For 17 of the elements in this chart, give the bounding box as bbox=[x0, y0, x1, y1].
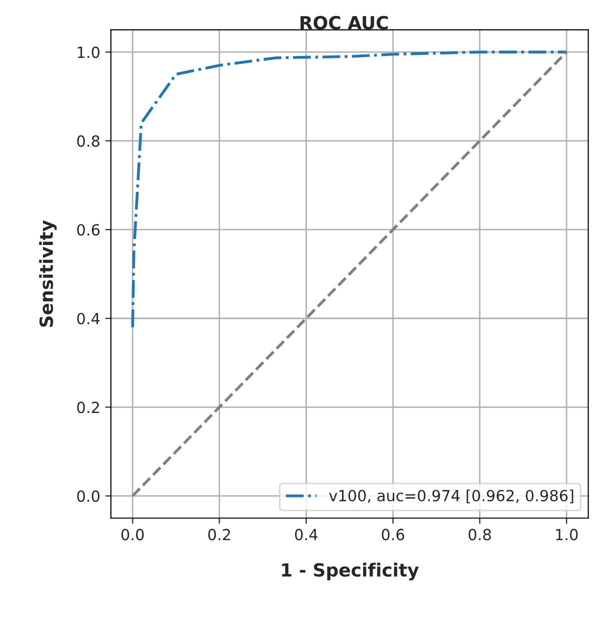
x-tick-label: 0.4 bbox=[295, 528, 318, 540]
y-tick-label: 0.4 bbox=[77, 312, 100, 324]
y-tick-label: 0.8 bbox=[77, 135, 100, 147]
x-tick-label: 0.2 bbox=[208, 528, 230, 540]
y-axis-title: Sensitivity bbox=[39, 220, 57, 327]
x-tick-label: 0.8 bbox=[468, 528, 491, 540]
chart-title: ROC AUC bbox=[300, 16, 388, 30]
y-tick-label: 1.0 bbox=[78, 46, 100, 58]
x-tick-label: 0.6 bbox=[382, 528, 404, 540]
y-tick-label: 0.6 bbox=[77, 224, 100, 236]
line-series bbox=[131, 50, 568, 329]
y-tick-label: 0.0 bbox=[77, 490, 100, 502]
x-axis-title: 1 - Specificity bbox=[282, 562, 419, 580]
x-tick-label: 0.0 bbox=[121, 528, 144, 540]
x-tick-label: 1.0 bbox=[556, 528, 578, 540]
legend-label: v100, auc=0.974 [0.962, 0.986] bbox=[329, 490, 574, 504]
y-tick-label: 0.2 bbox=[77, 402, 99, 414]
